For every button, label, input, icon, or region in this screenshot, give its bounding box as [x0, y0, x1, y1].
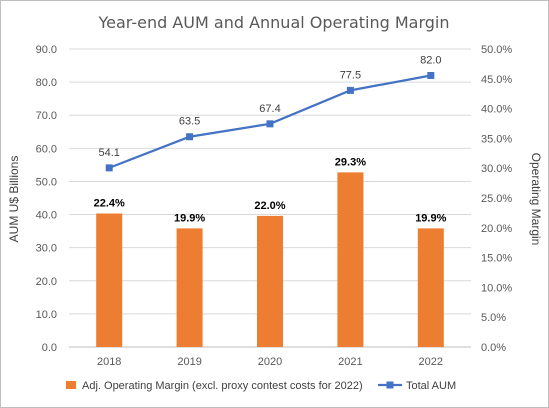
legend-swatch-margin: [66, 381, 76, 389]
left-tick-label: 50.0: [36, 176, 57, 188]
margin-bar: [337, 172, 364, 347]
x-axis-ticks: 2018 2019 2020 2021 2022: [97, 356, 443, 368]
left-tick-label: 20.0: [36, 276, 57, 288]
left-tick-label: 40.0: [36, 210, 57, 222]
right-tick-label: 35.0%: [481, 133, 512, 145]
margin-bar-label: 19.9%: [415, 212, 446, 224]
y-left-label: AUM U$ Billions: [7, 156, 21, 243]
left-axis-ticks: 0.0 10.0 20.0 30.0 40.0 50.0 60.0 70.0 80.0 90.0: [36, 44, 57, 354]
x-tick-label: 2018: [97, 356, 121, 368]
margin-bar: [417, 228, 444, 347]
x-tick-label: 2020: [258, 356, 282, 368]
margin-bar-label: 22.0%: [254, 200, 285, 212]
aum-point: [427, 71, 435, 79]
aum-point-label: 63.5: [179, 116, 200, 128]
aum-line: 54.1 63.5 67.4 77.5 82.0: [98, 54, 442, 172]
bars: 22.4% 19.9% 22.0% 29.3% 19.9%: [94, 156, 447, 347]
right-tick-label: 5.0%: [481, 312, 506, 324]
right-tick-label: 25.0%: [481, 193, 512, 205]
y-right-label: Operating Margin: [529, 153, 543, 246]
x-tick-label: 2021: [338, 356, 362, 368]
chart-title: Year-end AUM and Annual Operating Margin: [97, 13, 449, 32]
left-tick-label: 70.0: [36, 110, 57, 122]
aum-point-label: 54.1: [98, 147, 119, 159]
legend-label-margin: Adj. Operating Margin (excl. proxy conte…: [82, 380, 363, 392]
left-tick-label: 60.0: [36, 143, 57, 155]
aum-point: [186, 133, 194, 141]
right-tick-label: 0.0%: [481, 342, 506, 354]
x-tick-label: 2019: [177, 356, 201, 368]
margin-bar-label: 29.3%: [335, 156, 366, 168]
right-tick-label: 30.0%: [481, 163, 512, 175]
right-tick-label: 50.0%: [481, 44, 512, 56]
gridlines: [69, 48, 471, 348]
aum-point-label: 77.5: [340, 69, 361, 81]
right-tick-label: 20.0%: [481, 223, 512, 235]
left-tick-label: 30.0: [36, 243, 57, 255]
left-tick-label: 80.0: [36, 77, 57, 89]
margin-bar: [96, 213, 123, 347]
right-tick-label: 40.0%: [481, 104, 512, 116]
aum-point-label: 82.0: [420, 54, 441, 66]
aum-point: [266, 120, 274, 128]
right-tick-label: 45.0%: [481, 74, 512, 86]
left-tick-label: 10.0: [36, 309, 57, 321]
margin-bar: [176, 228, 203, 347]
margin-bar: [257, 215, 283, 347]
aum-point-label: 67.4: [259, 103, 280, 115]
right-axis-ticks: 0.0% 5.0% 10.0% 15.0% 20.0% 25.0% 30.0% 35.0% 40…: [481, 44, 512, 354]
left-tick-label: 0.0: [42, 342, 57, 354]
legend: Adj. Operating Margin (excl. proxy conte…: [66, 380, 456, 392]
x-tick-label: 2022: [419, 356, 443, 368]
left-tick-label: 90.0: [36, 44, 57, 56]
margin-bar-label: 19.9%: [174, 212, 205, 224]
margin-bar-label: 22.4%: [94, 197, 125, 209]
legend-swatch-aum-marker: [386, 381, 394, 389]
right-tick-label: 10.0%: [481, 282, 512, 294]
right-tick-label: 15.0%: [481, 253, 512, 265]
aum-point: [105, 164, 113, 172]
legend-label-aum: Total AUM: [406, 380, 456, 392]
aum-point: [346, 86, 354, 94]
